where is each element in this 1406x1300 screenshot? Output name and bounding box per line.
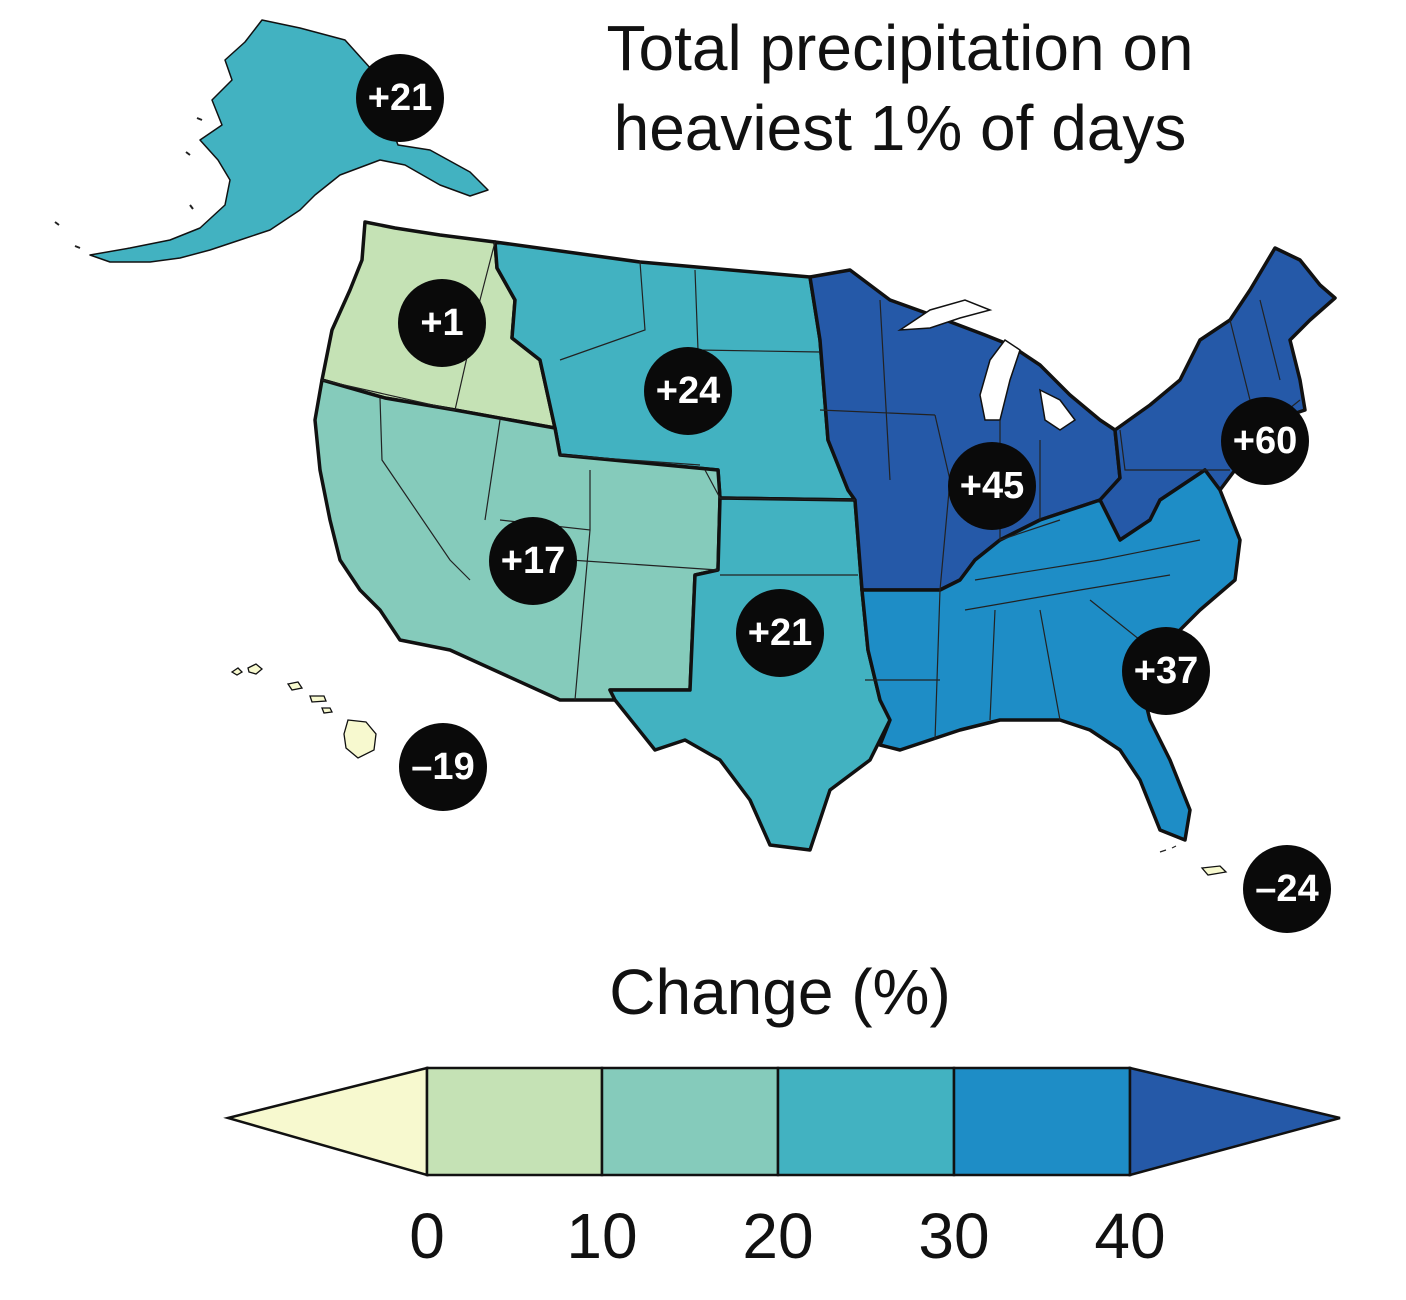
badge-hawaii-circle	[399, 723, 487, 811]
badge-northwest-circle	[398, 279, 486, 367]
badge-hawaii: –19	[399, 723, 487, 811]
map-title-line-2: heaviest 1% of days	[613, 92, 1187, 164]
region-alaska	[54, 19, 489, 263]
value-badges: +21 +1 +24 +17 +21 +45	[356, 54, 1331, 933]
hawaii-islands	[230, 663, 377, 759]
region-puerto-rico	[1159, 845, 1228, 876]
badge-southwest-circle	[489, 517, 577, 605]
puerto-rico-island	[1200, 865, 1228, 876]
badge-alaska-value: +21	[368, 77, 432, 119]
badge-great-plains-north-circle	[644, 347, 732, 435]
badge-southeast-circle	[1122, 627, 1210, 715]
map-title: Total precipitation on heaviest 1% of da…	[560, 8, 1240, 168]
badge-great-plains-south: +21	[736, 589, 824, 677]
region-alaska-shape	[89, 19, 489, 263]
legend-swatch-30-40	[952, 1066, 1132, 1177]
badge-northeast: +60	[1221, 397, 1309, 485]
badge-great-plains-north: +24	[644, 347, 732, 435]
legend-swatch-above-40	[1128, 1066, 1341, 1177]
badge-great-plains-south-value: +21	[748, 612, 812, 654]
badge-hawaii-value: –19	[411, 746, 474, 788]
legend-title: Change (%)	[609, 956, 951, 1028]
badge-northwest-value: +1	[420, 302, 463, 344]
legend-tick-20: 20	[742, 1200, 813, 1272]
legend-tick-30: 30	[918, 1200, 989, 1272]
legend-swatch-0-10	[425, 1066, 604, 1177]
florida-keys	[1159, 845, 1177, 853]
great-lakes	[897, 299, 1077, 431]
badge-alaska: +21	[356, 54, 444, 142]
badge-northeast-value: +60	[1233, 420, 1297, 462]
badge-southeast-value: +37	[1134, 650, 1198, 692]
color-legend: 0 10 20 30 40	[223, 1066, 1341, 1272]
badge-midwest: +45	[948, 442, 1036, 530]
map-title-line-1: Total precipitation on	[606, 12, 1194, 84]
badge-puerto-rico: –24	[1243, 845, 1331, 933]
badge-puerto-rico-circle	[1243, 845, 1331, 933]
legend-swatch-10-20	[600, 1066, 780, 1177]
badge-great-plains-south-circle	[736, 589, 824, 677]
badge-southeast: +37	[1122, 627, 1210, 715]
legend-tick-0: 0	[409, 1200, 445, 1272]
badge-southwest: +17	[489, 517, 577, 605]
alaska-islands	[54, 117, 203, 249]
badge-midwest-value: +45	[960, 465, 1024, 507]
badge-great-plains-north-value: +24	[656, 370, 720, 412]
badge-alaska-circle	[356, 54, 444, 142]
badge-northeast-circle	[1221, 397, 1309, 485]
badge-puerto-rico-value: –24	[1255, 868, 1318, 910]
badge-northwest: +1	[398, 279, 486, 367]
badge-southwest-value: +17	[501, 540, 565, 582]
state-boundaries	[321, 241, 1301, 741]
legend-tick-40: 40	[1094, 1200, 1165, 1272]
legend-tick-10: 10	[566, 1200, 637, 1272]
legend-swatch-20-30	[776, 1066, 956, 1177]
legend-swatch-below-0	[223, 1066, 429, 1177]
region-hawaii	[230, 663, 377, 759]
badge-midwest-circle	[948, 442, 1036, 530]
